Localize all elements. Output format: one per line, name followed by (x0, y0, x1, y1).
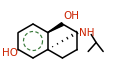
Polygon shape (48, 23, 63, 33)
Text: NH: NH (79, 28, 95, 39)
Text: OH: OH (64, 11, 79, 21)
Text: HO: HO (2, 48, 18, 57)
